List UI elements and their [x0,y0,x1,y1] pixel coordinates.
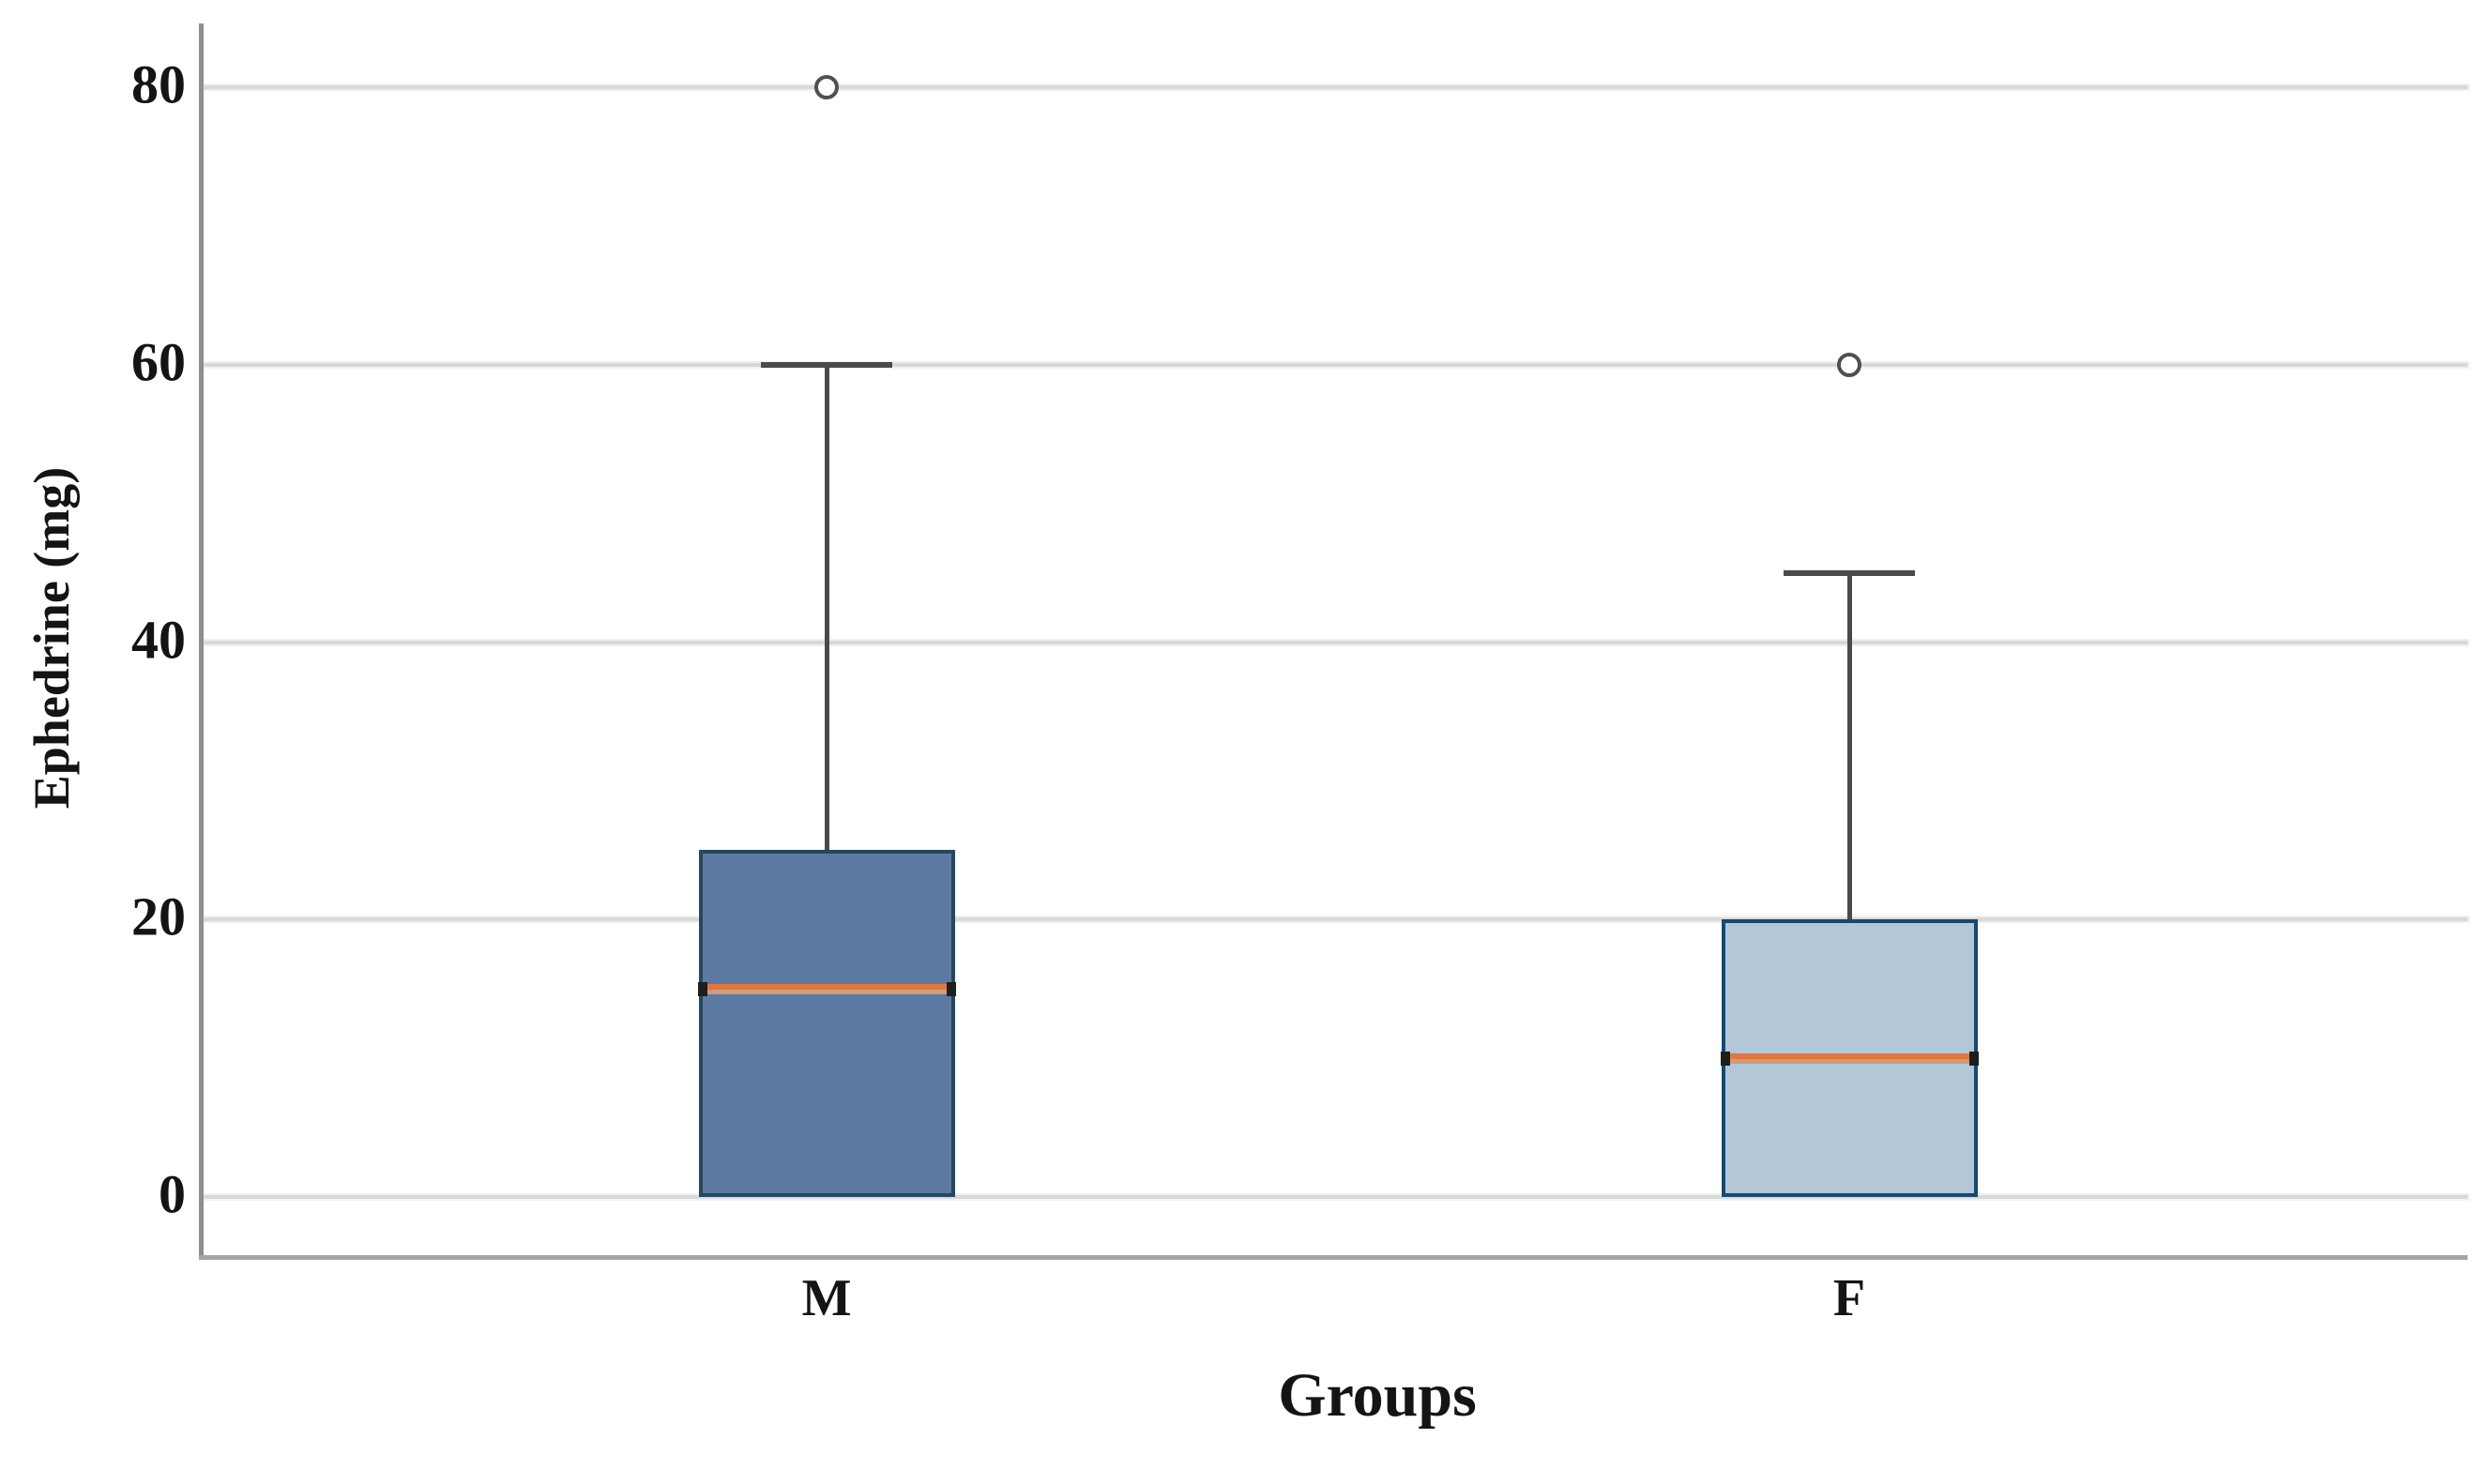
whisker-cap [761,361,892,368]
x-category-label: M [801,1269,852,1327]
box [698,850,955,1197]
y-gridline [203,1195,2468,1199]
median-line [702,984,951,995]
y-tick-label: 0 [159,1163,186,1225]
median-end-right [946,982,956,997]
y-tick-label: 40 [131,609,186,671]
median-line [1724,1053,1974,1065]
whisker-cap [1784,569,1915,576]
y-tick-label: 60 [131,331,186,393]
y-gridline [203,640,2468,644]
x-axis-title: Groups [1278,1361,1477,1430]
outlier-point [814,75,839,99]
whisker-line [825,364,829,851]
y-tick-label: 20 [131,886,186,947]
outlier-point [1837,352,1861,377]
median-end-right [1968,1052,1979,1067]
y-gridline [203,362,2468,367]
y-tick-label: 80 [131,53,186,115]
median-end-left [697,982,707,997]
y-gridline [203,917,2468,922]
x-axis-line [199,1255,2468,1260]
y-gridline [203,85,2468,89]
whisker-line [1847,572,1852,920]
x-category-label: F [1832,1269,1866,1327]
median-end-left [1720,1052,1730,1067]
y-axis-spine [199,23,204,1260]
